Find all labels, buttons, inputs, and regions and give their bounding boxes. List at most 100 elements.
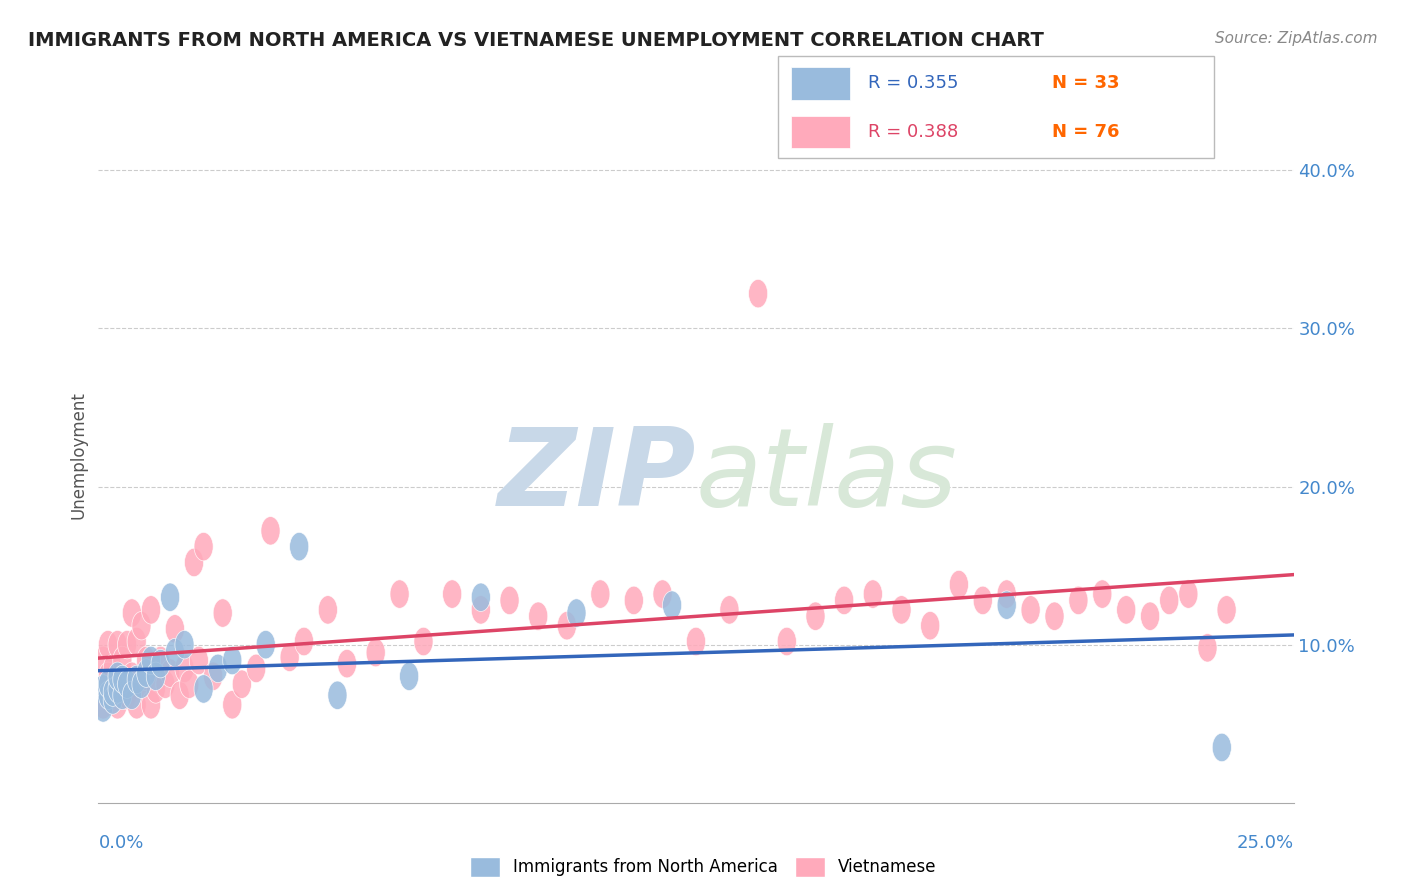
Bar <box>792 68 849 100</box>
Ellipse shape <box>180 670 198 698</box>
Text: N = 33: N = 33 <box>1052 75 1119 93</box>
Ellipse shape <box>328 681 347 709</box>
Ellipse shape <box>112 665 132 694</box>
Ellipse shape <box>529 602 548 631</box>
Ellipse shape <box>443 580 461 608</box>
Ellipse shape <box>246 654 266 682</box>
Ellipse shape <box>98 670 118 698</box>
Ellipse shape <box>132 670 150 698</box>
Y-axis label: Unemployment: Unemployment <box>69 391 87 519</box>
Ellipse shape <box>1178 580 1198 608</box>
Ellipse shape <box>146 674 166 703</box>
Ellipse shape <box>1021 596 1040 624</box>
Ellipse shape <box>835 586 853 615</box>
Ellipse shape <box>686 627 706 656</box>
Ellipse shape <box>471 583 491 612</box>
Ellipse shape <box>262 516 280 545</box>
Ellipse shape <box>318 596 337 624</box>
Ellipse shape <box>108 662 127 690</box>
Ellipse shape <box>501 586 519 615</box>
Ellipse shape <box>1092 580 1112 608</box>
Text: atlas: atlas <box>696 424 957 528</box>
Ellipse shape <box>166 639 184 667</box>
Ellipse shape <box>413 627 433 656</box>
Ellipse shape <box>170 681 190 709</box>
Ellipse shape <box>160 659 180 688</box>
Ellipse shape <box>399 662 419 690</box>
Ellipse shape <box>122 599 142 627</box>
Ellipse shape <box>112 646 132 674</box>
Ellipse shape <box>118 631 136 659</box>
Ellipse shape <box>136 659 156 688</box>
Ellipse shape <box>112 681 132 709</box>
Text: IMMIGRANTS FROM NORTH AMERICA VS VIETNAMESE UNEMPLOYMENT CORRELATION CHART: IMMIGRANTS FROM NORTH AMERICA VS VIETNAM… <box>28 31 1045 50</box>
Ellipse shape <box>720 596 740 624</box>
Ellipse shape <box>232 670 252 698</box>
Text: R = 0.355: R = 0.355 <box>868 75 959 93</box>
Ellipse shape <box>118 681 136 709</box>
Ellipse shape <box>94 694 112 723</box>
Ellipse shape <box>997 580 1017 608</box>
Ellipse shape <box>973 586 993 615</box>
Ellipse shape <box>1198 633 1218 662</box>
Ellipse shape <box>94 690 112 719</box>
Ellipse shape <box>136 662 156 690</box>
Ellipse shape <box>142 596 160 624</box>
Ellipse shape <box>118 670 136 698</box>
Ellipse shape <box>1160 586 1178 615</box>
Ellipse shape <box>567 599 586 627</box>
FancyBboxPatch shape <box>778 55 1215 159</box>
Ellipse shape <box>863 580 883 608</box>
Text: R = 0.388: R = 0.388 <box>868 123 957 141</box>
Ellipse shape <box>204 662 222 690</box>
Ellipse shape <box>194 533 214 561</box>
Text: ZIP: ZIP <box>498 423 696 529</box>
Ellipse shape <box>108 674 127 703</box>
Ellipse shape <box>174 654 194 682</box>
Ellipse shape <box>174 631 194 659</box>
Ellipse shape <box>280 643 299 672</box>
Text: 25.0%: 25.0% <box>1236 834 1294 852</box>
Ellipse shape <box>94 674 112 703</box>
Ellipse shape <box>160 583 180 612</box>
Ellipse shape <box>103 654 122 682</box>
Text: N = 76: N = 76 <box>1052 123 1119 141</box>
Text: 0.0%: 0.0% <box>98 834 143 852</box>
Ellipse shape <box>290 533 309 561</box>
Ellipse shape <box>98 681 118 709</box>
Ellipse shape <box>190 646 208 674</box>
Ellipse shape <box>194 674 214 703</box>
Ellipse shape <box>94 646 112 674</box>
Ellipse shape <box>142 690 160 719</box>
Ellipse shape <box>166 615 184 643</box>
Ellipse shape <box>132 670 150 698</box>
Ellipse shape <box>997 591 1017 619</box>
Ellipse shape <box>921 612 939 640</box>
Ellipse shape <box>294 627 314 656</box>
Ellipse shape <box>256 631 276 659</box>
Ellipse shape <box>108 631 127 659</box>
Ellipse shape <box>557 612 576 640</box>
Ellipse shape <box>1069 586 1088 615</box>
Bar <box>792 116 849 148</box>
Ellipse shape <box>150 649 170 678</box>
Ellipse shape <box>127 627 146 656</box>
Text: Source: ZipAtlas.com: Source: ZipAtlas.com <box>1215 31 1378 46</box>
Ellipse shape <box>150 646 170 674</box>
Ellipse shape <box>778 627 796 656</box>
Ellipse shape <box>127 690 146 719</box>
Ellipse shape <box>142 646 160 674</box>
Ellipse shape <box>591 580 610 608</box>
Ellipse shape <box>1116 596 1136 624</box>
Ellipse shape <box>366 639 385 667</box>
Ellipse shape <box>132 612 150 640</box>
Ellipse shape <box>662 591 682 619</box>
Ellipse shape <box>103 686 122 714</box>
Ellipse shape <box>156 670 174 698</box>
Ellipse shape <box>1212 733 1232 762</box>
Ellipse shape <box>146 662 166 690</box>
Ellipse shape <box>122 662 142 690</box>
Ellipse shape <box>891 596 911 624</box>
Ellipse shape <box>122 681 142 709</box>
Ellipse shape <box>471 596 491 624</box>
